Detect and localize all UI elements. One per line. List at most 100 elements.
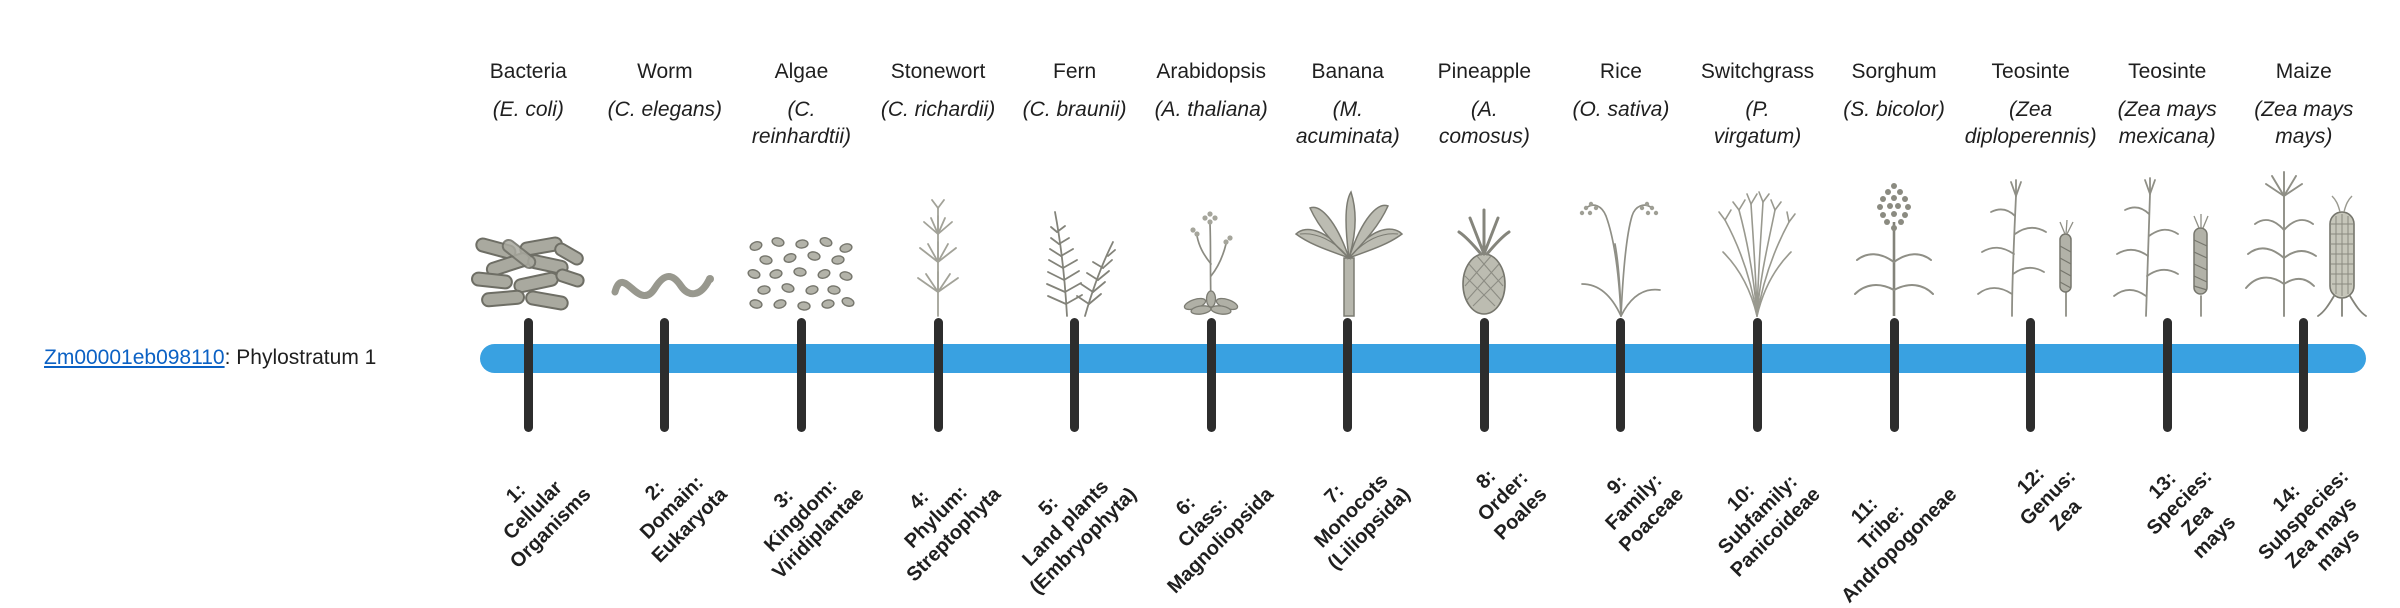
organism-illustration xyxy=(1279,160,1416,318)
organism-scientific-name: (Zea mays mexicana) xyxy=(2117,98,2217,149)
organism-common-name: Bacteria xyxy=(489,60,567,83)
organism-column-bacteria: Bacteria (E. coli) xyxy=(460,0,597,580)
organism-common-name: Teosinte xyxy=(2128,60,2207,83)
phylostratum-stage-label: 1: Cellular Organisms xyxy=(499,476,596,573)
organism-illustration xyxy=(733,160,870,318)
stonewort-icon xyxy=(917,199,959,317)
organism-common-name: Banana xyxy=(1311,60,1384,83)
organism-illustration xyxy=(2099,160,2236,318)
organism-common-name: Switchgrass xyxy=(1700,60,1815,83)
organism-illustration xyxy=(1553,160,1690,318)
phylostratum-tick xyxy=(1616,318,1626,432)
phylostratum-tick xyxy=(1206,318,1216,432)
arabidopsis-icon xyxy=(1183,211,1239,315)
organism-illustration xyxy=(460,160,597,318)
gene-label-suffix: : Phylostratum 1 xyxy=(224,346,377,369)
gene-link[interactable]: Zm00001eb098110 xyxy=(44,346,225,369)
fern-icon xyxy=(1045,211,1116,317)
phylostratum-stage-label: 7: Monocots (Liliopsida) xyxy=(1310,470,1415,575)
organism-illustration xyxy=(1006,160,1143,318)
phylostratum-tick xyxy=(1343,318,1353,432)
phylostratum-tick xyxy=(1479,318,1489,432)
organism-column-switchgrass: Switchgrass (P. virgatum) xyxy=(1689,0,1826,582)
pineapple-icon xyxy=(1457,208,1511,315)
organism-scientific-name: (C. elegans) xyxy=(607,98,723,121)
organism-illustration xyxy=(1826,160,1963,318)
bacteria-icon xyxy=(471,236,585,311)
organism-illustration xyxy=(1416,160,1553,318)
organism-column-worm: Worm (C. elegans) 2: Domain: Eukaryota xyxy=(597,0,734,580)
organism-illustration xyxy=(1962,160,2099,318)
organism-scientific-name: (C. reinhardtii) xyxy=(751,98,852,149)
worm-icon xyxy=(611,273,714,299)
organism-illustration xyxy=(1143,160,1280,318)
organism-column-rice: Rice (O. sativa) xyxy=(1553,0,1690,580)
organism-scientific-name: (A. comosus) xyxy=(1438,98,1530,149)
phylostratum-stage-label: 10: Subfamily: Panicoideae xyxy=(1714,471,1825,582)
organism-common-name: Fern xyxy=(1053,60,1097,83)
banana-icon xyxy=(1294,190,1403,317)
organism-scientific-name: (C. braunii) xyxy=(1022,98,1127,121)
phylostratum-tick xyxy=(2299,318,2309,432)
phylostratigraphy-diagram: Zm00001eb098110: Phylostratum 1 Bacteria… xyxy=(44,0,2373,607)
timeline-columns: Bacteria (E. coli) xyxy=(460,0,2373,607)
sorghum-icon xyxy=(1854,183,1935,316)
organism-scientific-name: (E. coli) xyxy=(492,98,564,121)
organism-column-stonewort: Stonewort (C. richardii) 4: Phylum: Stre… xyxy=(870,0,1007,586)
switchgrass-icon xyxy=(1718,191,1797,317)
organism-column-banana: Banana (M. acuminata) xyxy=(1279,0,1416,580)
organism-scientific-name: (S. bicolor) xyxy=(1843,98,1945,121)
organism-illustration xyxy=(597,160,734,318)
phylostratum-tick xyxy=(2026,318,2036,432)
phylostratum-tick xyxy=(660,318,670,432)
organism-column-teosinte-mexicana: Teosinte (Zea mays mexicana) xyxy=(2099,0,2240,580)
organism-common-name: Arabidopsis xyxy=(1156,60,1267,83)
organism-column-fern: Fern (C. braunii) 5: Land plants (Embryo… xyxy=(1006,0,1143,599)
phylostratum-tick xyxy=(1752,318,1762,432)
organism-scientific-name: (O. sativa) xyxy=(1572,98,1670,121)
teosinte-diploperennis-icon xyxy=(1976,179,2074,317)
maize-icon xyxy=(2244,171,2367,317)
organism-column-arabidopsis: Arabidopsis (A. thaliana) xyxy=(1143,0,1280,598)
organism-scientific-name: (A. thaliana) xyxy=(1154,98,1268,121)
organism-common-name: Maize xyxy=(2275,60,2332,83)
phylostratum-stage-label: 6: Class: Magnoliopsida xyxy=(1163,483,1278,598)
phylostratum-tick xyxy=(796,318,806,432)
organism-common-name: Teosinte xyxy=(1991,60,2070,83)
phylostratum-stage-label: 4: Phylum: Streptophyta xyxy=(900,481,1005,586)
phylostratum-stage-label: 14: Subspecies: Zea mays mays xyxy=(2254,465,2365,576)
organism-illustration xyxy=(1689,160,1826,318)
organism-scientific-name: (Zea diploperennis) xyxy=(1964,98,2097,149)
organism-column-sorghum: Sorghum (S. bicolor) xyxy=(1826,0,1963,607)
phylostratum-stage-label: 12: Genus: Zea xyxy=(2012,462,2086,536)
organism-column-teosinte-diploperennis: Teosinte (Zea diploperennis) xyxy=(1962,0,2099,580)
algae-icon xyxy=(747,237,855,311)
organism-scientific-name: (M. acuminata) xyxy=(1295,98,1400,149)
phylostratum-stage-label: 5: Land plants (Embryophyta) xyxy=(1018,476,1142,599)
teosinte-mexicana-icon xyxy=(2113,177,2209,317)
organism-common-name: Sorghum xyxy=(1851,60,1937,83)
organism-illustration xyxy=(870,160,1007,318)
phylostratum-stage-label: 13: Species: Zea mays xyxy=(2143,465,2241,564)
organism-common-name: Algae xyxy=(774,60,829,83)
organism-column-maize: Maize (Zea mays mays) xyxy=(2236,0,2373,580)
organism-scientific-name: (P. virgatum) xyxy=(1713,98,1802,149)
rice-icon xyxy=(1579,201,1661,317)
phylostratum-tick xyxy=(2162,318,2172,432)
gene-label: Zm00001eb098110: Phylostratum 1 xyxy=(44,346,376,370)
phylostratum-stage-label: 11: Tribe: Andropogoneae xyxy=(1836,483,1961,608)
organism-common-name: Rice xyxy=(1599,60,1642,83)
organism-illustration xyxy=(2236,160,2373,318)
timeline-bar xyxy=(480,344,2366,373)
organism-scientific-name: (Zea mays mays) xyxy=(2254,98,2354,149)
phylostratum-tick xyxy=(933,318,943,432)
phylostratum-stage-label: 3: Kingdom: Viridiplantae xyxy=(760,475,869,584)
phylostratum-stage-label: 2: Domain: Eukaryota xyxy=(636,471,732,568)
phylostratum-tick xyxy=(523,318,533,432)
organism-common-name: Worm xyxy=(637,60,693,83)
phylostratum-tick xyxy=(1070,318,1080,432)
organism-column-algae: Algae (C. reinhardtii) xyxy=(733,0,870,583)
phylostratum-stage-label: 8: Order: Poales xyxy=(1471,465,1552,545)
phylostratum-stage-label: 9: Family: Poaceae xyxy=(1601,469,1688,557)
phylostratum-tick xyxy=(1889,318,1899,432)
